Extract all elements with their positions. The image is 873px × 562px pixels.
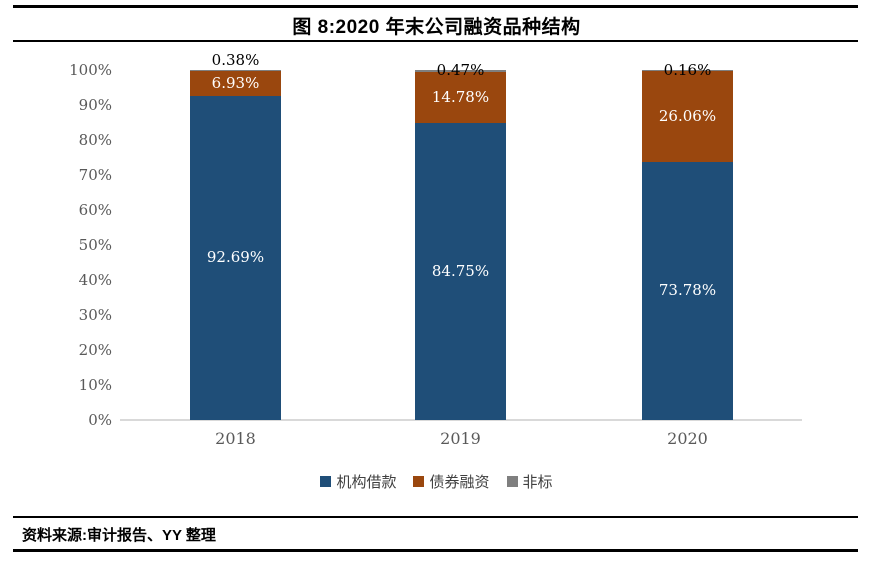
bar-segment-债券融资 (642, 70, 733, 162)
y-axis-tick: 40% (78, 271, 112, 289)
y-axis-tick: 60% (78, 201, 112, 219)
stacked-bar-chart: 100% 90% 80% 70% 60% 50% 40% 30% 20% 10% 0% 92.69% 6… (0, 51, 873, 492)
legend-item: 机构借款 (320, 471, 396, 492)
data-label: 0.47% (436, 61, 485, 80)
legend-item: 债券融资 (413, 471, 490, 492)
y-axis-tick: 80% (78, 131, 112, 149)
legend-item: 非标 (506, 471, 553, 492)
data-label: 14.78% (431, 88, 490, 106)
source-note: 资料来源:审计报告、YY 整理 (22, 527, 216, 544)
data-label: 92.69% (206, 248, 265, 267)
legend-label: 非标 (522, 473, 553, 491)
top-rule (13, 5, 858, 8)
data-label: 84.75% (431, 262, 490, 281)
y-axis-tick: 20% (78, 341, 112, 359)
data-label: 0.16% (663, 60, 712, 79)
data-label: 26.06% (658, 106, 717, 125)
bar-segment-机构借款 (642, 161, 733, 420)
y-axis-tick: 100% (69, 61, 112, 79)
data-label: 6.93% (211, 73, 260, 92)
legend-swatch-icon (506, 476, 518, 487)
data-label: 73.78% (658, 281, 717, 300)
x-axis-label: 2020 (667, 429, 708, 448)
legend-label: 机构借款 (336, 473, 397, 491)
x-axis-line (120, 419, 802, 421)
bar-segment-债券融资 (415, 71, 506, 124)
legend-label: 债券融资 (429, 473, 490, 491)
x-axis-label: 2018 (215, 429, 256, 448)
y-axis-tick: 50% (78, 236, 112, 254)
footer-divider-rule (13, 516, 858, 518)
title-divider-rule (13, 40, 858, 42)
data-label: 0.38% (211, 51, 260, 69)
y-axis-tick: 10% (78, 376, 112, 394)
figure-title: 图 8:2020 年末公司融资品种结构 (292, 17, 581, 38)
y-axis-tick: 90% (78, 96, 112, 114)
bar-segment-机构借款 (190, 95, 281, 420)
chart-legend: 机构借款 债券融资 非标 (0, 471, 873, 492)
legend-swatch-icon (320, 476, 332, 487)
y-axis-tick: 70% (78, 166, 112, 184)
bar-segment-债券融资 (190, 71, 281, 96)
y-axis-tick: 0% (88, 411, 112, 429)
bottom-rule (13, 549, 858, 552)
y-axis-tick: 30% (78, 306, 112, 324)
legend-swatch-icon (413, 476, 425, 487)
bar-segment-机构借款 (415, 123, 506, 420)
bar-segment-非标 (190, 70, 281, 72)
x-axis-label: 2019 (440, 429, 481, 448)
bar-segment-非标 (415, 70, 506, 72)
bar-segment-非标 (642, 70, 733, 71)
